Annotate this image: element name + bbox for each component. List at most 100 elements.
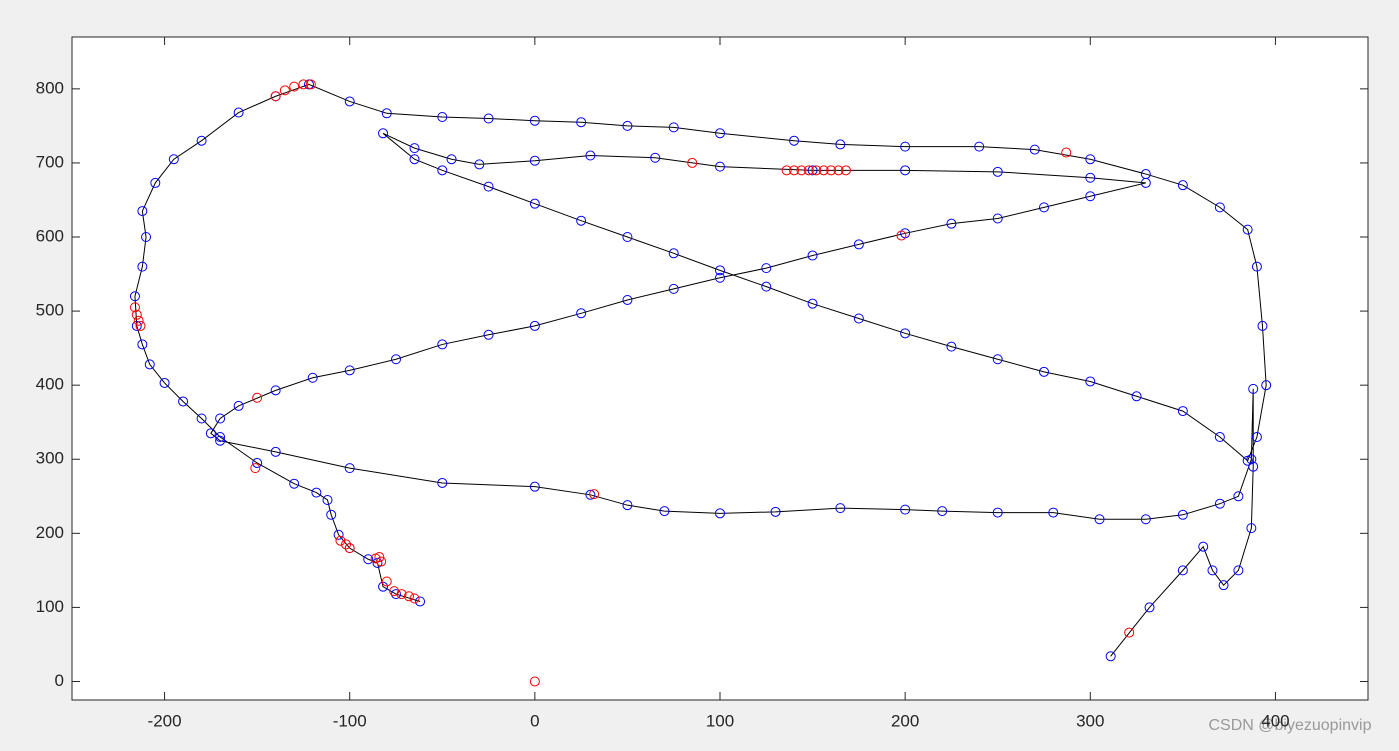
point xyxy=(1085,154,1096,165)
point xyxy=(1257,320,1268,331)
point xyxy=(322,494,333,505)
point xyxy=(811,165,822,176)
point xyxy=(437,112,448,123)
point xyxy=(129,291,140,302)
point xyxy=(900,165,911,176)
point xyxy=(576,308,587,319)
point xyxy=(326,509,337,520)
y-tick-label: 800 xyxy=(36,78,64,97)
point xyxy=(341,539,352,550)
point xyxy=(1039,366,1049,377)
point xyxy=(233,400,244,411)
point xyxy=(1061,147,1072,158)
point xyxy=(1248,383,1259,394)
point xyxy=(415,596,426,607)
plot-area xyxy=(71,36,1369,701)
point xyxy=(150,177,161,188)
point xyxy=(835,503,846,514)
point xyxy=(363,554,374,565)
point xyxy=(305,79,316,90)
point xyxy=(818,165,829,176)
point xyxy=(900,504,911,515)
x-tick-label: 300 xyxy=(1076,711,1104,730)
point xyxy=(270,385,281,396)
point xyxy=(622,120,633,131)
point xyxy=(835,139,846,150)
point xyxy=(1029,144,1040,155)
point xyxy=(1144,602,1155,613)
point xyxy=(807,298,818,309)
point xyxy=(529,320,540,331)
point xyxy=(1261,380,1272,391)
point xyxy=(576,117,587,128)
point xyxy=(1251,432,1262,443)
point xyxy=(650,152,661,163)
point xyxy=(807,165,818,176)
point xyxy=(853,313,864,324)
point xyxy=(215,432,226,443)
point xyxy=(1198,541,1209,552)
point xyxy=(946,341,957,352)
point xyxy=(761,263,772,274)
point xyxy=(378,581,389,592)
point xyxy=(409,154,420,165)
point xyxy=(178,396,189,407)
point xyxy=(781,165,792,176)
point xyxy=(144,359,155,370)
point xyxy=(789,135,800,146)
point xyxy=(141,232,152,243)
point xyxy=(374,552,385,563)
point xyxy=(391,589,401,600)
point xyxy=(1242,224,1253,235)
point xyxy=(1039,202,1049,213)
point xyxy=(437,339,448,350)
point xyxy=(770,506,781,517)
point xyxy=(796,165,807,176)
point xyxy=(131,320,142,331)
point xyxy=(196,413,207,424)
point xyxy=(668,248,679,259)
point xyxy=(159,377,170,388)
point xyxy=(307,372,318,383)
point xyxy=(1214,498,1225,509)
y-tick-label: 200 xyxy=(36,523,64,542)
point xyxy=(270,446,281,457)
point xyxy=(659,506,670,517)
x-tick-label: -200 xyxy=(148,711,182,730)
point xyxy=(789,165,800,176)
point xyxy=(687,157,698,168)
point xyxy=(529,155,540,166)
point xyxy=(1251,261,1262,272)
point xyxy=(252,457,263,468)
point xyxy=(1140,169,1151,180)
point xyxy=(715,128,725,139)
point xyxy=(900,328,911,339)
y-tick-label: 400 xyxy=(36,375,64,394)
point xyxy=(403,591,414,602)
point xyxy=(396,589,407,600)
point xyxy=(715,161,725,172)
point xyxy=(483,113,494,124)
point xyxy=(233,107,244,118)
point xyxy=(803,165,814,176)
point xyxy=(853,239,864,250)
point xyxy=(585,150,596,161)
point xyxy=(589,489,600,500)
point xyxy=(1105,651,1116,662)
x-tick-label: 100 xyxy=(706,711,734,730)
point xyxy=(1248,461,1259,472)
point xyxy=(344,365,355,376)
point xyxy=(937,506,948,517)
x-tick-label: 0 xyxy=(530,711,539,730)
point xyxy=(1242,455,1253,466)
point xyxy=(946,218,957,229)
point xyxy=(668,283,679,294)
point xyxy=(529,115,540,126)
point xyxy=(344,543,355,554)
point xyxy=(840,165,851,176)
watermark: CSDN @biyezuopinvip xyxy=(1209,717,1372,734)
point xyxy=(900,141,911,152)
point xyxy=(129,302,140,313)
y-tick-label: 500 xyxy=(36,301,64,320)
